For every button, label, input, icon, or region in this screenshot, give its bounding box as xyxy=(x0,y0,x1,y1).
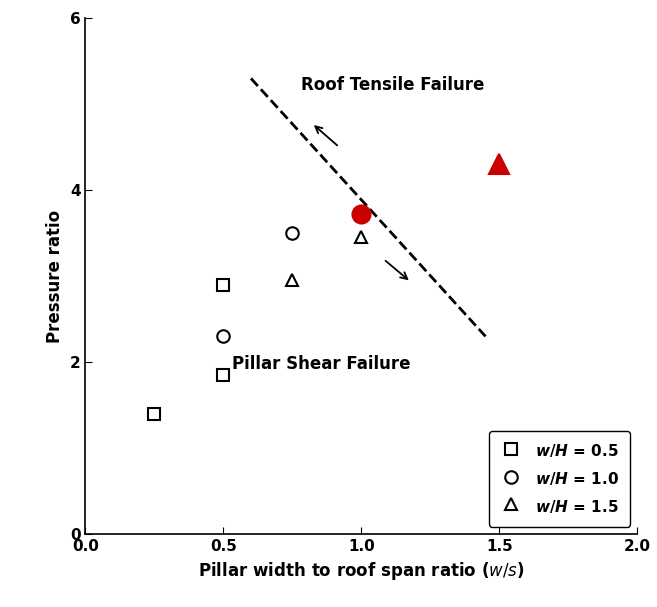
Y-axis label: Pressure ratio: Pressure ratio xyxy=(46,209,64,343)
X-axis label: Pillar width to roof span ratio ($\mathit{w/s}$): Pillar width to roof span ratio ($\mathi… xyxy=(198,560,525,582)
Text: Pillar Shear Failure: Pillar Shear Failure xyxy=(232,355,410,373)
Legend: $\boldsymbol{w/H}$ = 0.5, $\boldsymbol{w/H}$ = 1.0, $\boldsymbol{w/H}$ = 1.5: $\boldsymbol{w/H}$ = 0.5, $\boldsymbol{w… xyxy=(489,431,629,526)
Text: Roof Tensile Failure: Roof Tensile Failure xyxy=(301,76,484,94)
